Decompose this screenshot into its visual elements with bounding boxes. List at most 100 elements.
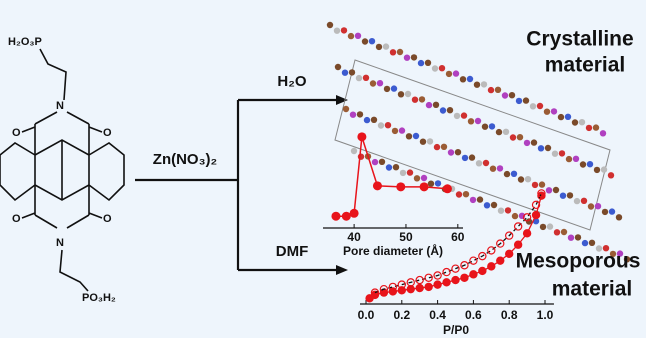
atom-ball xyxy=(559,150,565,156)
atom-ball xyxy=(572,119,578,125)
data-point xyxy=(357,132,366,141)
atom-ball xyxy=(540,224,546,230)
x-tick-label: 50 xyxy=(399,230,413,244)
atom-ball xyxy=(518,176,524,182)
atom-ball xyxy=(378,122,384,128)
atom-ball xyxy=(383,43,389,49)
atom-ball xyxy=(545,145,551,151)
atom-ball xyxy=(425,60,431,66)
atom-ball xyxy=(349,69,355,75)
reagent-label: Zn(NO₃)₂ xyxy=(153,151,217,168)
product-label: material xyxy=(545,54,626,77)
atom-ball xyxy=(447,107,453,113)
atom-ball xyxy=(537,103,543,109)
atom-ball xyxy=(376,44,382,50)
atom-ball xyxy=(434,144,440,150)
oxygen-atom: O xyxy=(12,127,21,139)
atom-ball xyxy=(600,130,606,136)
atom-ball xyxy=(551,108,557,114)
atom-ball xyxy=(364,117,370,123)
atom-ball xyxy=(468,118,474,124)
atom-ball xyxy=(502,92,508,98)
product-label: material xyxy=(552,278,633,301)
atom-ball xyxy=(525,176,531,182)
data-point xyxy=(396,182,405,191)
atom-ball xyxy=(517,134,523,140)
nitrogen-atom: N xyxy=(56,237,64,249)
x-tick-label: 0.0 xyxy=(358,308,375,322)
atom-ball xyxy=(595,203,601,209)
data-point xyxy=(373,181,382,190)
atom-ball xyxy=(481,81,487,87)
atom-ball xyxy=(593,124,599,130)
atom-ball xyxy=(497,165,503,171)
data-point xyxy=(461,274,468,281)
atom-ball xyxy=(530,103,536,109)
atom-ball xyxy=(470,197,476,203)
phosphonate-group: PO₃H₂ xyxy=(82,292,116,304)
atom-ball xyxy=(532,182,538,188)
data-point xyxy=(443,279,450,286)
atom-ball xyxy=(582,240,588,246)
solvent-label: DMF xyxy=(276,243,309,260)
atom-ball xyxy=(573,156,579,162)
atom-ball xyxy=(428,181,434,187)
atom-ball xyxy=(391,85,397,91)
atom-ball xyxy=(392,128,398,134)
data-point xyxy=(532,211,539,218)
atom-ball xyxy=(609,208,615,214)
atom-ball xyxy=(477,196,483,202)
x-tick-label: 0.6 xyxy=(465,308,482,322)
atom-ball xyxy=(455,149,461,155)
atom-ball xyxy=(554,229,560,235)
atom-ball xyxy=(581,198,587,204)
data-point xyxy=(470,271,477,278)
x-tick-label: 40 xyxy=(347,230,361,244)
atom-ball xyxy=(335,64,341,70)
atom-ball xyxy=(411,54,417,60)
atom-ball xyxy=(441,144,447,150)
atom-ball xyxy=(406,133,412,139)
atom-ball xyxy=(456,191,462,197)
atom-ball xyxy=(454,113,460,119)
reaction-arrows xyxy=(135,95,348,275)
data-point xyxy=(443,184,452,193)
atom-ball xyxy=(453,70,459,76)
atom-ball xyxy=(393,164,399,170)
x-tick-label: 60 xyxy=(451,230,465,244)
oxygen-atom: O xyxy=(103,127,112,139)
atom-ball xyxy=(420,139,426,145)
pore-size-plot: 40 50 60 Pore diameter (Å) xyxy=(323,132,465,258)
product-label: Mesoporous xyxy=(516,250,641,273)
atom-ball xyxy=(575,234,581,240)
solvent-label: H₂O xyxy=(277,73,306,90)
x-tick-label: 1.0 xyxy=(537,308,554,322)
atom-ball xyxy=(398,91,404,97)
atom-ball xyxy=(357,111,363,117)
atom-ball xyxy=(327,22,333,28)
atom-ball xyxy=(400,170,406,176)
atom-ball xyxy=(461,112,467,118)
atom-ball xyxy=(419,96,425,102)
atom-ball xyxy=(608,172,614,178)
data-point xyxy=(416,284,423,291)
atom-ball xyxy=(379,159,385,165)
atom-ball xyxy=(369,38,375,44)
atom-ball xyxy=(531,139,537,145)
atom-ball xyxy=(560,193,566,199)
atom-ball xyxy=(384,86,390,92)
x-axis-label: Pore diameter (Å) xyxy=(343,243,443,258)
data-point xyxy=(434,281,441,288)
atom-ball xyxy=(496,129,502,135)
atom-ball xyxy=(510,134,516,140)
atom-ball xyxy=(516,98,522,104)
atom-ball xyxy=(440,107,446,113)
atom-ball xyxy=(512,213,518,219)
data-point xyxy=(515,241,522,248)
atom-ball xyxy=(587,161,593,167)
atom-ball xyxy=(524,140,530,146)
atom-ball xyxy=(426,102,432,108)
atom-ball xyxy=(355,33,361,39)
atom-ball xyxy=(558,114,564,120)
atom-ball xyxy=(484,202,490,208)
